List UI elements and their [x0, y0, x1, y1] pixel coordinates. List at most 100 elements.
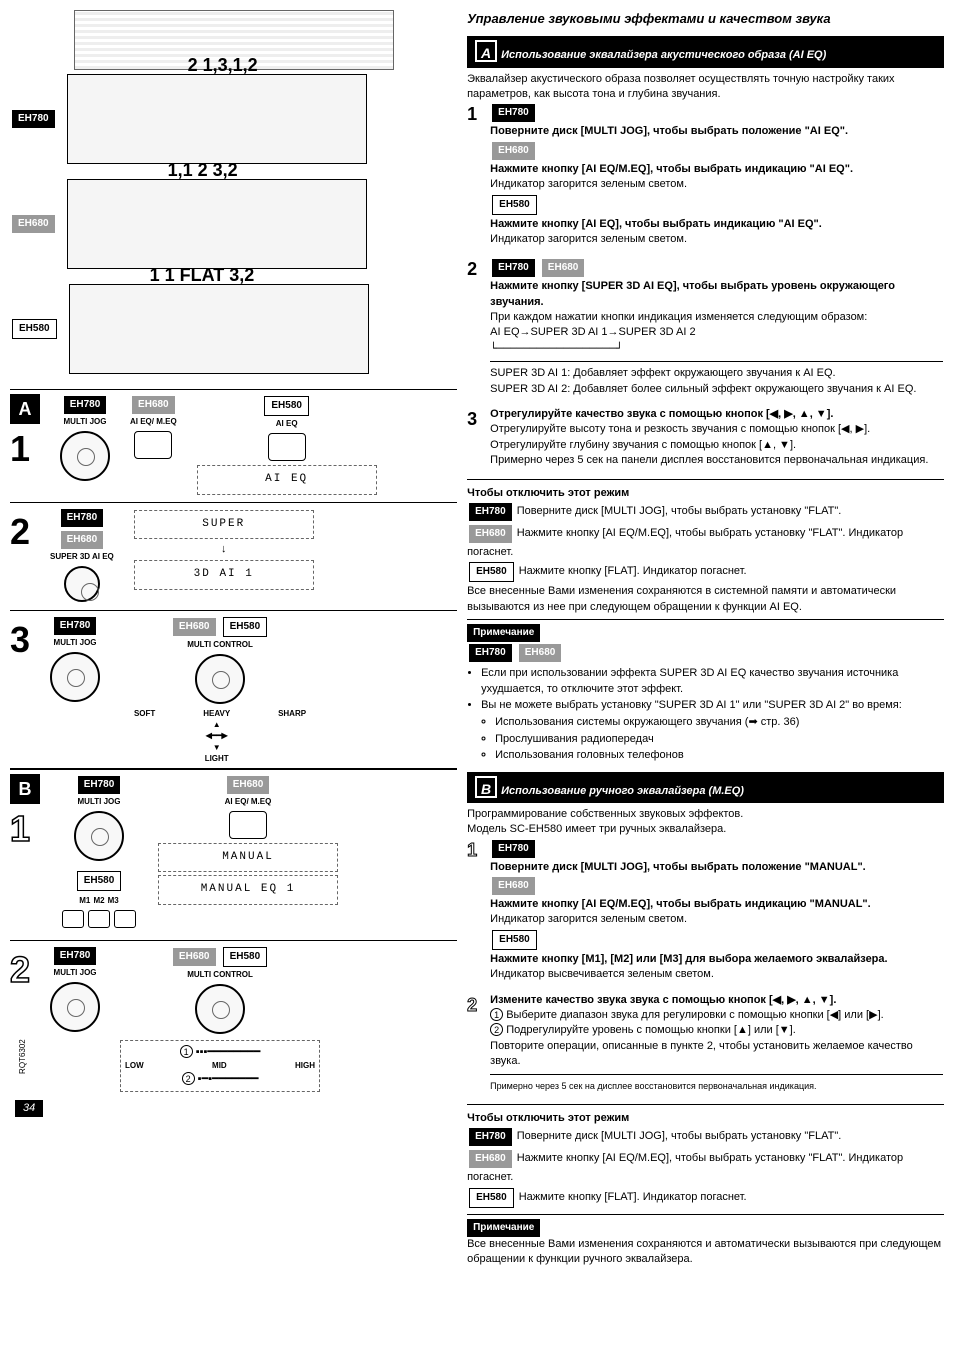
aieq-button-icon-b [229, 811, 267, 839]
section-b-header: BИспользование ручного эквалайзера (M.EQ… [467, 772, 944, 803]
a-dis-580: EH580 [469, 562, 514, 582]
display-super: SUPER [134, 510, 314, 539]
b-note-header: Примечание [467, 1219, 540, 1237]
b2-eh780: EH780 [54, 947, 97, 965]
a3-multijog-label: MULTI JOG [50, 637, 100, 648]
a-dis-780-text: Поверните диск [MULTI JOG], чтобы выбрат… [517, 505, 842, 517]
a-note-header: Примечание [467, 624, 540, 642]
a1-eh680: EH680 [132, 396, 175, 414]
b-s2-c1: Выберите диапазон звука для регулировки … [506, 1009, 883, 1021]
display-manualeq: MANUAL EQ 1 [158, 875, 338, 904]
model-eh780-tag: EH780 [12, 110, 55, 128]
b-s1-580-sub: Индикатор высвечивается зеленым светом. [490, 968, 714, 980]
a1-eh780: EH780 [64, 396, 107, 414]
diamond-sharp: SHARP [278, 708, 306, 764]
aieq-button-icon [134, 431, 172, 459]
b2-multijog-label: MULTI JOG [50, 967, 100, 978]
b2-eh580: EH580 [223, 947, 268, 967]
b-s2-c2: Подрегулируйте уровень с помощью кнопки … [506, 1024, 796, 1036]
slider-low: LOW [125, 1060, 144, 1071]
section-a-title: Использование эквалайзера акустического … [501, 49, 826, 61]
a-s3-title: Отрегулируйте качество звука с помощью к… [490, 408, 833, 420]
b-dis-580: EH580 [469, 1188, 514, 1208]
a-note-780: EH780 [469, 644, 512, 662]
a-intro: Эквалайзер акустического образа позволяе… [467, 72, 944, 103]
a2-super3d-label: SUPER 3D AI EQ [50, 551, 114, 562]
multicontrol-dial-b [195, 984, 245, 1034]
multijog-dial [60, 431, 110, 481]
page-number: 34 [15, 1100, 43, 1117]
a-dis-680: EH680 [469, 525, 512, 543]
b-disable-title: Чтобы отключить этот режим [467, 1111, 944, 1126]
a-s2-body: При каждом нажатии кнопки индикация изме… [490, 311, 867, 323]
slider-mid: MID [212, 1060, 227, 1071]
a-s3-l2: Отрегулируйте глубину звучания с помощью… [490, 439, 796, 451]
b2-multicontrol-label: MULTI CONTROL [120, 969, 320, 980]
section-b-title: Использование ручного эквалайзера (M.EQ) [501, 785, 744, 797]
a2-eh780: EH780 [61, 509, 104, 527]
right-text-column: Управление звуковыми эффектами и качеств… [467, 10, 944, 1268]
b-s1-780-text: Поверните диск [MULTI JOG], чтобы выбрат… [490, 861, 866, 873]
b-s1-680: EH680 [492, 877, 535, 895]
a3-eh780: EH780 [54, 617, 97, 635]
aieq-button-icon-2 [268, 433, 306, 461]
a-s2-780: EH780 [492, 259, 535, 277]
diamond-light: LIGHT [205, 754, 229, 763]
multijog-dial-b1 [74, 811, 124, 861]
b1-eh580: EH580 [77, 871, 122, 891]
a-s1-680-sub: Индикатор загорится зеленым светом. [490, 178, 687, 190]
b-dis-680: EH680 [469, 1150, 512, 1168]
b-s1-780: EH780 [492, 840, 535, 858]
b2-eh680: EH680 [173, 948, 216, 966]
multicontrol-dial [195, 654, 245, 704]
m1-label: M1 [79, 896, 90, 905]
a1-aieq-meq-label: AI EQ/ M.EQ [130, 416, 177, 427]
a-s2-680: EH680 [542, 259, 585, 277]
model-eh680-tag: EH680 [12, 215, 55, 233]
b-dis-780: EH780 [469, 1128, 512, 1146]
a3-multicontrol-label: MULTI CONTROL [120, 639, 320, 650]
b-s1-580: EH580 [492, 930, 537, 950]
a1-aieq-label: AI EQ [197, 418, 377, 429]
a-note-sub1: Использования системы окружающего звучан… [495, 715, 944, 730]
a-s1-780: EH780 [492, 104, 535, 122]
a-s2-n2: SUPER 3D AI 2: Добавляет более сильный э… [490, 383, 916, 395]
a-dis-580-text: Нажмите кнопку [FLAT]. Индикатор погасне… [519, 565, 747, 577]
left-badge-a: A [10, 394, 40, 424]
a1-eh580: EH580 [264, 396, 309, 416]
a-s2-seq: AI EQ→SUPER 3D AI 1→SUPER 3D AI 2 [490, 326, 695, 338]
rot-code: RQT6302 [17, 1039, 28, 1074]
b-s1-580-text: Нажмите кнопку [M1], [M2] или [M3] для в… [490, 953, 887, 965]
diamond-soft: SOFT [134, 708, 155, 764]
b-s2-title: Измените качество звука звука с помощью … [490, 994, 836, 1006]
left-diagram-column: EH780 2 1,3,1,2 EH680 1,1 2 3,2 EH580 1 … [10, 10, 457, 1268]
a-s2-title: Нажмите кнопку [SUPER 3D AI EQ], чтобы в… [490, 280, 895, 307]
a-dis-780: EH780 [469, 503, 512, 521]
display-manual: MANUAL [158, 843, 338, 872]
super3d-button [64, 566, 100, 602]
b-note-text: Все внесенные Вами изменения сохраняются… [467, 1238, 941, 1265]
a-note-b2: Вы не можете выбрать установку "SUPER 3D… [481, 699, 902, 711]
b1-eh680: EH680 [227, 776, 270, 794]
m2-label: M2 [93, 896, 104, 905]
a2-eh680: EH680 [61, 531, 104, 549]
a-s1-580: EH580 [492, 195, 537, 215]
dev3-labels: 1 1 FLAT 3,2 [150, 263, 255, 288]
diamond-heavy: HEAVY [203, 709, 230, 718]
b-intro2: Модель SC-EH580 имеет три ручных эквалай… [467, 822, 944, 837]
dev1-labels: 2 1,3,1,2 [188, 53, 258, 78]
b-s1-680-sub: Индикатор загорится зеленым светом. [490, 913, 687, 925]
b-s2-l1: Повторите операции, описанные в пункте 2… [490, 1040, 913, 1067]
a-s1-680: EH680 [492, 142, 535, 160]
a-disable-title: Чтобы отключить этот режим [467, 486, 944, 501]
b1-eh780: EH780 [78, 776, 121, 794]
b1-aieq-label: AI EQ/ M.EQ [158, 796, 338, 807]
b-dis-780-text: Поверните диск [MULTI JOG], чтобы выбрат… [517, 1130, 842, 1142]
device-diagrams: EH780 2 1,3,1,2 EH680 1,1 2 3,2 EH580 1 … [10, 10, 457, 374]
a-note-b1: Если при использовании эффекта SUPER 3D … [481, 666, 944, 697]
a-note-sub2: Прослушивания радиопередач [495, 732, 944, 747]
a-s1-680-text: Нажмите кнопку [AI EQ/M.EQ], чтобы выбра… [490, 163, 853, 175]
multijog-dial-3 [50, 652, 100, 702]
a-note-680: EH680 [519, 644, 562, 662]
b1-multijog-label: MULTI JOG [60, 796, 138, 807]
